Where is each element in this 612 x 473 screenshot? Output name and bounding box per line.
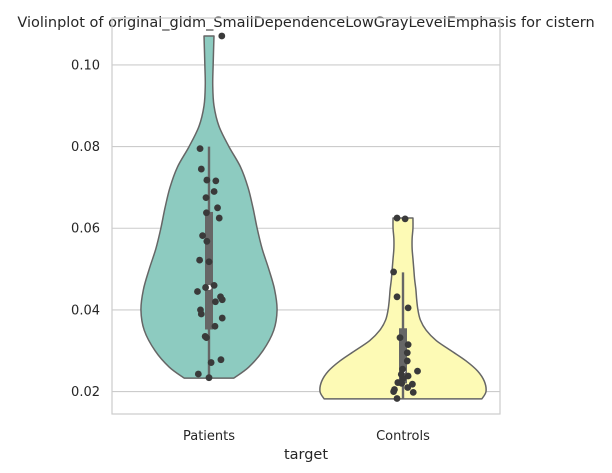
y-axis-ticks: 0.02 0.04 0.06 0.08 0.10 <box>71 58 100 400</box>
plot-frame <box>111 17 501 415</box>
strip-points <box>194 32 421 402</box>
data-point <box>404 372 412 380</box>
data-point <box>393 293 401 301</box>
data-point <box>203 237 211 245</box>
data-point <box>207 359 215 366</box>
data-point <box>393 395 401 402</box>
iqr-box-controls <box>399 328 407 384</box>
data-point <box>197 310 205 318</box>
y-tick-label: 0.06 <box>71 222 100 237</box>
data-point <box>210 282 218 289</box>
data-point <box>202 194 210 202</box>
data-point <box>398 379 406 387</box>
data-point <box>399 365 406 373</box>
y-tick-label: 0.04 <box>71 303 100 318</box>
data-point <box>409 388 417 396</box>
data-point <box>210 188 218 195</box>
chart-title: Violinplot of original_gldm_SmallDepende… <box>17 15 594 31</box>
y-tick-label: 0.08 <box>71 140 100 155</box>
y-tick-label: 0.10 <box>71 58 100 73</box>
data-point <box>196 256 204 264</box>
data-point <box>197 165 205 173</box>
data-point <box>390 388 398 395</box>
y-tick-label: 0.02 <box>71 385 100 400</box>
data-point <box>218 296 226 304</box>
data-point <box>403 349 411 357</box>
data-point <box>390 268 398 276</box>
data-point <box>205 374 213 382</box>
data-point <box>214 204 221 212</box>
x-axis-ticks: Patients Controls <box>183 429 430 444</box>
data-point <box>194 370 202 378</box>
iqr-box-patients <box>205 211 213 330</box>
data-point <box>203 176 211 184</box>
data-point <box>194 288 201 295</box>
data-point <box>211 322 219 330</box>
data-point <box>212 177 220 185</box>
data-point <box>203 334 210 342</box>
x-axis-label: target <box>284 447 328 463</box>
data-point <box>218 32 226 40</box>
data-point <box>217 356 225 364</box>
data-point <box>196 145 204 153</box>
data-point <box>396 334 404 342</box>
data-point <box>199 232 206 239</box>
data-point <box>403 357 411 365</box>
data-point <box>393 214 401 222</box>
data-point <box>212 298 219 306</box>
data-point <box>401 215 409 223</box>
data-point <box>404 341 412 348</box>
data-point <box>205 258 213 266</box>
data-point <box>404 304 412 312</box>
x-tick-label: Patients <box>183 429 235 444</box>
violins <box>140 35 487 400</box>
data-point <box>203 209 210 217</box>
data-point <box>215 214 223 222</box>
data-point <box>414 367 421 375</box>
x-tick-label: Controls <box>376 429 430 444</box>
data-point <box>218 314 226 322</box>
data-point <box>404 384 412 391</box>
data-point <box>202 284 209 291</box>
